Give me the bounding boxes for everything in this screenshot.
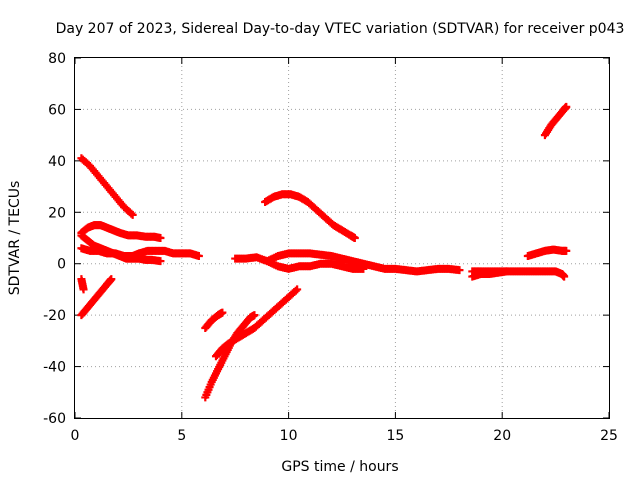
data-point xyxy=(218,308,227,317)
y-tick-label: 60 xyxy=(48,102,66,118)
series-arc-4 xyxy=(77,244,203,260)
data-point xyxy=(156,257,165,266)
x-tick-label: 5 xyxy=(177,428,186,444)
data-point xyxy=(562,102,571,111)
series-arc-5 xyxy=(77,275,116,320)
series-arc-6 xyxy=(77,275,88,294)
y-tick-label: 80 xyxy=(48,51,66,67)
series-arc-11 xyxy=(263,249,464,276)
data-layer xyxy=(77,102,571,402)
data-point xyxy=(128,210,137,219)
data-point xyxy=(293,285,302,294)
y-tick-label: -60 xyxy=(43,411,66,427)
data-point xyxy=(250,311,259,320)
data-point xyxy=(560,272,569,281)
data-point xyxy=(291,286,300,295)
x-tick-label: 10 xyxy=(280,428,298,444)
y-tick-label: -40 xyxy=(43,360,66,376)
series-arc-9 xyxy=(211,285,302,361)
series-arc-1 xyxy=(77,154,137,219)
y-tick-label: 0 xyxy=(57,257,66,273)
series-arc-2 xyxy=(77,221,165,242)
data-point xyxy=(107,275,116,284)
x-tick-label: 20 xyxy=(493,428,511,444)
tick-layer: 0 5 10 15 20 25 -60 -40 -20 0 20 40 60 80 xyxy=(43,51,618,444)
x-tick-label: 0 xyxy=(71,428,80,444)
data-point xyxy=(562,246,571,255)
chart-title: Day 207 of 2023, Sidereal Day-to-day VTE… xyxy=(56,21,625,37)
data-point xyxy=(156,234,165,242)
y-axis-label: SDTVAR / TECUs xyxy=(7,181,23,296)
x-tick-label: 25 xyxy=(600,428,618,444)
data-point xyxy=(79,285,88,294)
series-arc-8 xyxy=(201,308,227,332)
y-tick-label: 20 xyxy=(48,205,66,221)
series-arc-12 xyxy=(261,190,359,242)
data-point xyxy=(194,252,203,260)
y-tick-label: -20 xyxy=(43,308,66,324)
data-point xyxy=(455,266,464,275)
series-arc-14 xyxy=(468,267,511,281)
series-arc-16 xyxy=(540,102,571,140)
grid-layer xyxy=(75,58,609,418)
data-point xyxy=(127,209,136,218)
y-tick-label: 40 xyxy=(48,154,66,170)
data-point xyxy=(350,234,359,242)
x-tick-label: 15 xyxy=(386,428,404,444)
plot-frame xyxy=(74,57,610,419)
data-point xyxy=(502,267,511,276)
series-arc-15 xyxy=(523,245,571,260)
x-axis-label: GPS time / hours xyxy=(281,459,398,475)
